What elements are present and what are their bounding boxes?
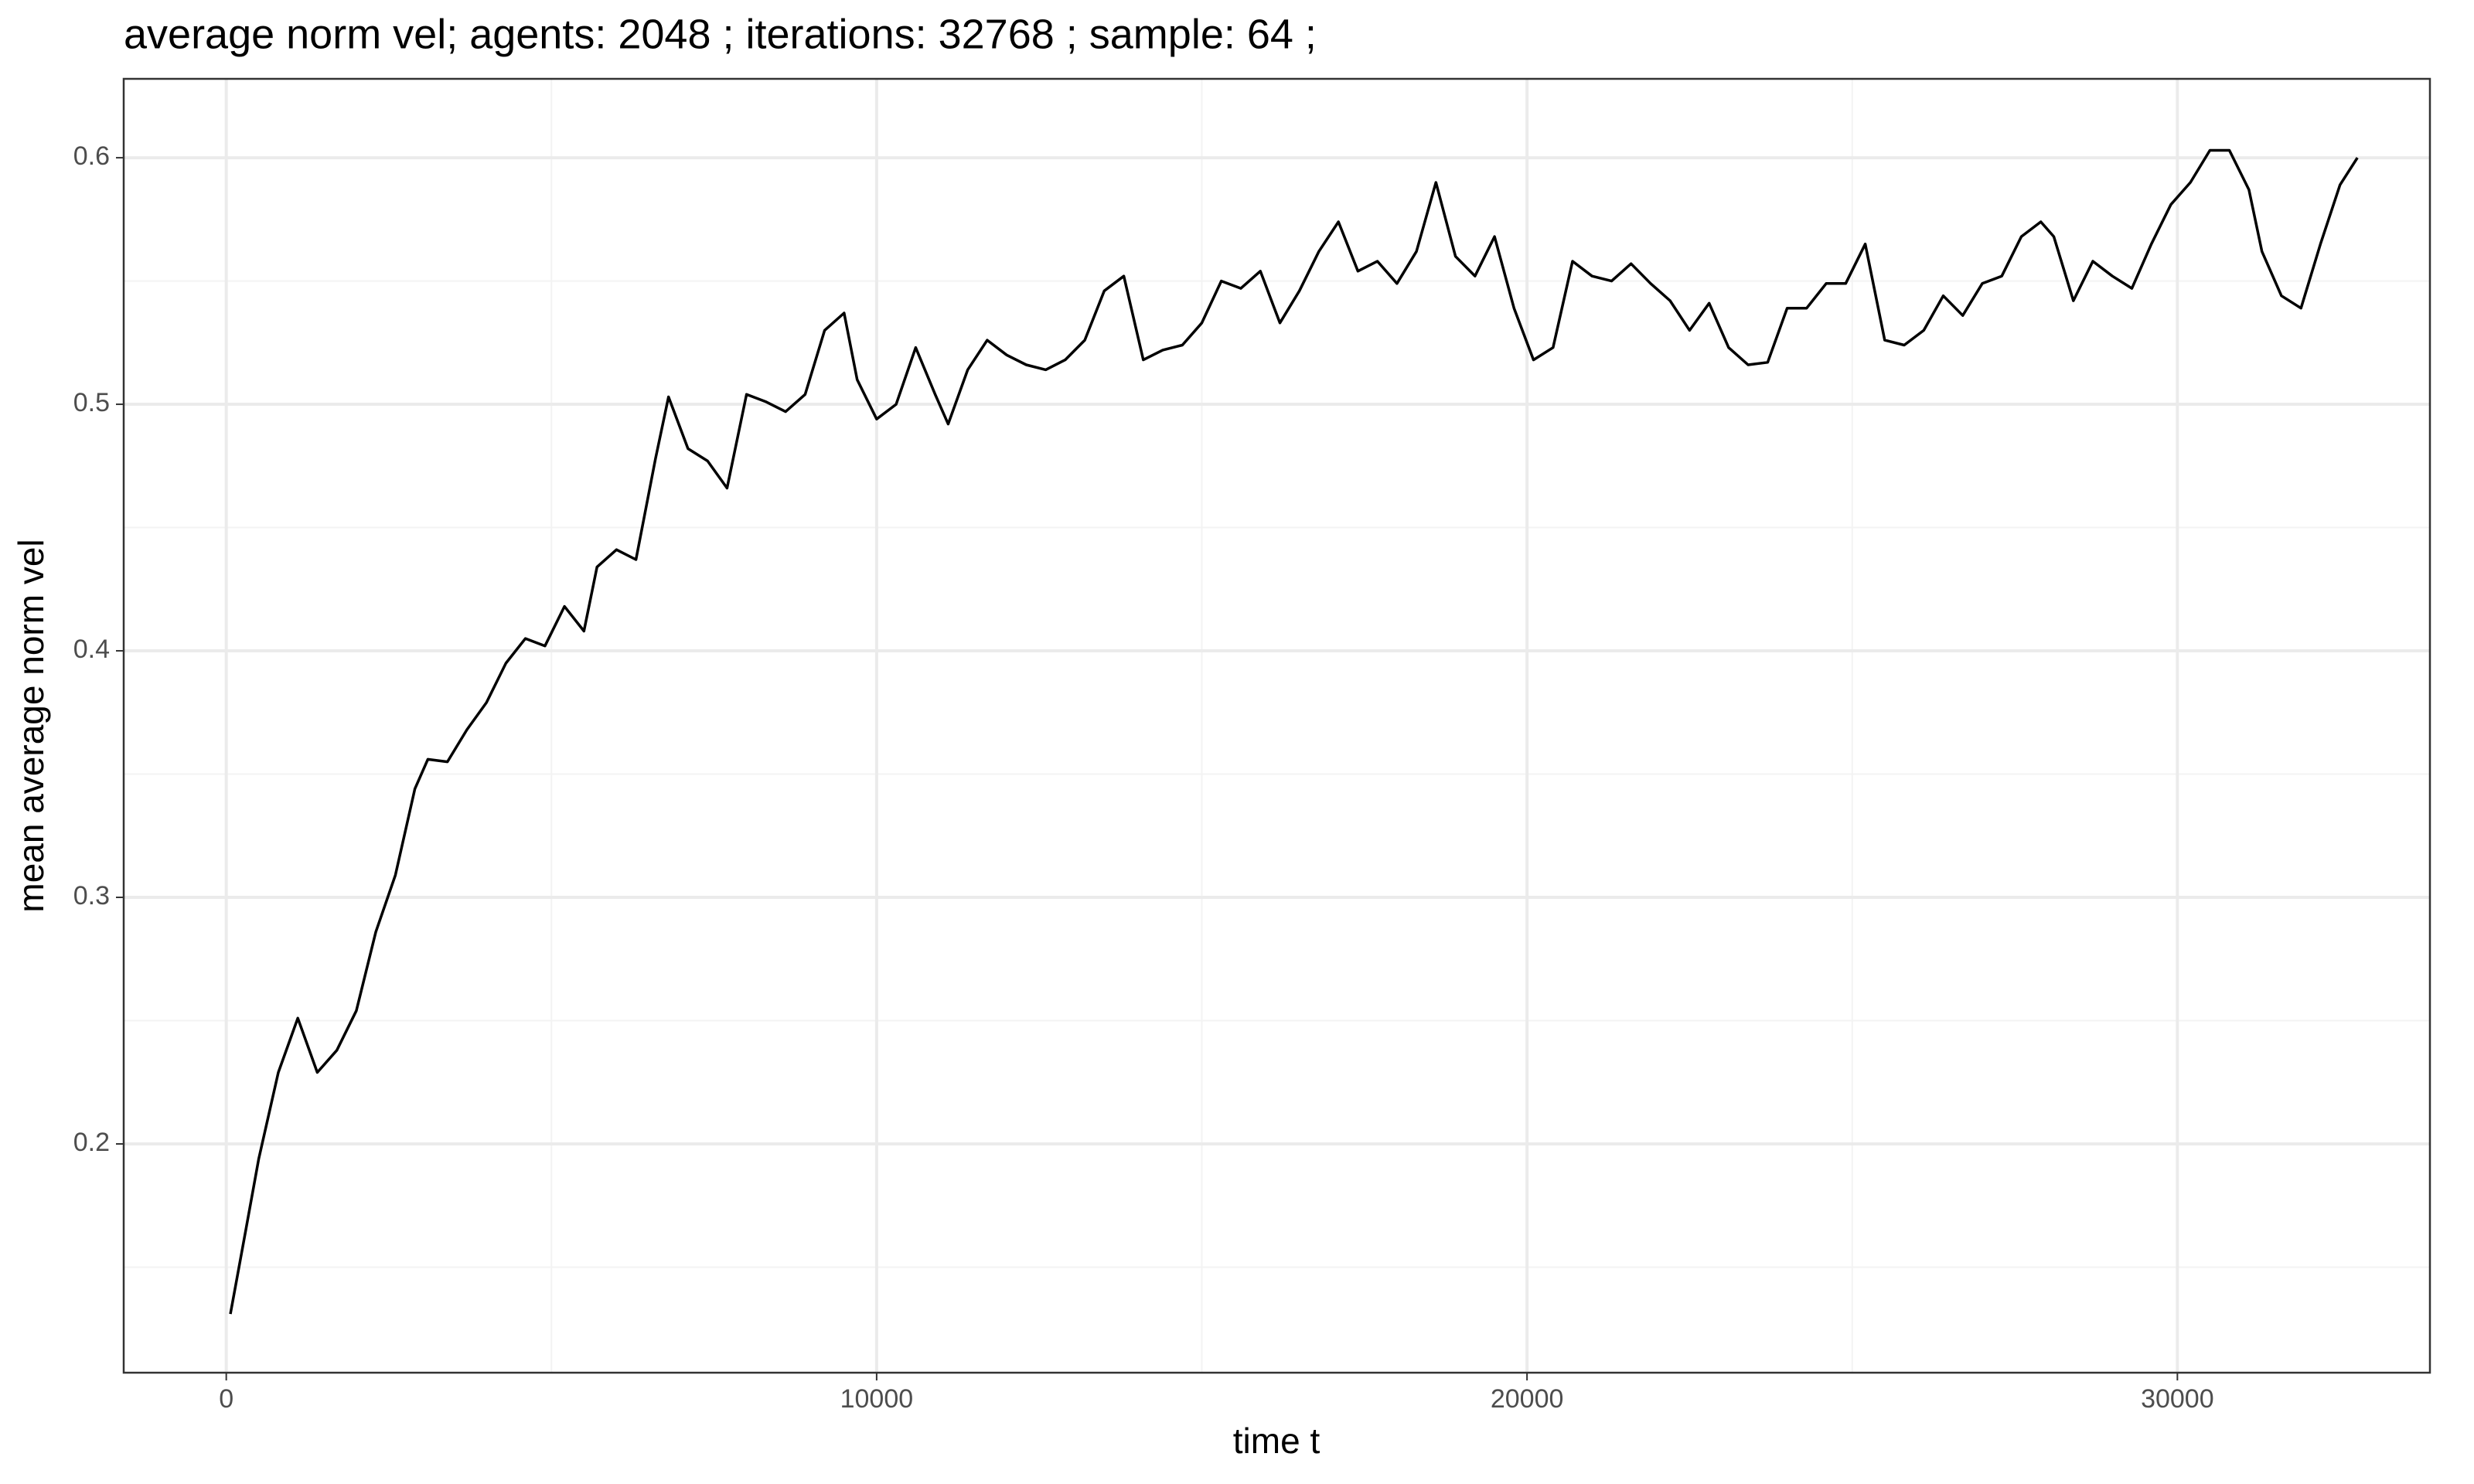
- y-tick-label: 0.5: [73, 388, 110, 417]
- x-tick-label: 30000: [2141, 1384, 2214, 1414]
- x-axis-label: time t: [1233, 1421, 1320, 1461]
- panel-border: [122, 77, 2431, 1374]
- chart-title: average norm vel; agents: 2048 ; iterati…: [124, 11, 1317, 57]
- y-tick-label: 0.4: [73, 635, 110, 664]
- x-tick-label: 0: [219, 1384, 233, 1414]
- y-tick-label: 0.2: [73, 1128, 110, 1157]
- y-tick-label: 0.6: [73, 141, 110, 171]
- y-axis-label: mean average norm vel: [11, 539, 51, 912]
- data-line: [229, 148, 2359, 1315]
- x-tick-label: 10000: [840, 1384, 914, 1414]
- y-tick-label: 0.3: [73, 881, 110, 910]
- x-tick-label: 20000: [1491, 1384, 1564, 1414]
